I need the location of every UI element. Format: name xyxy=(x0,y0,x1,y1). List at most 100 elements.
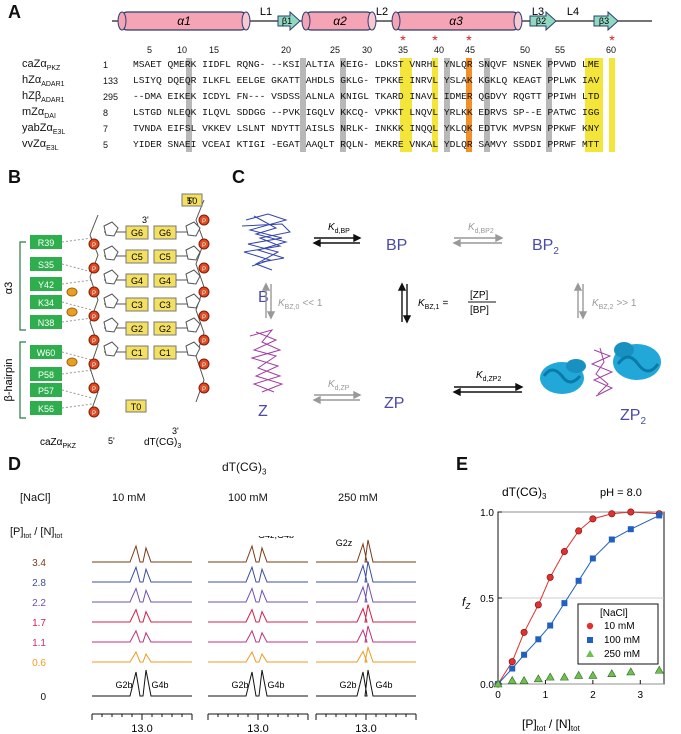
legend-label: 250 mM xyxy=(604,649,640,660)
legend-label: 10 mM xyxy=(604,621,635,632)
kbz0: K xyxy=(278,298,286,309)
alignment-row: yabZαE3L 7 TVNDA EIFSL VKKEV LSLNT NDYTT… xyxy=(22,122,681,138)
ruler-tick: 25 xyxy=(330,45,341,55)
y-axis-label-sub: Z xyxy=(464,602,471,611)
phosphate-label: P xyxy=(202,243,206,249)
base-label: G6 xyxy=(159,228,171,238)
peak-label: G2z xyxy=(336,538,353,548)
ss-l1: L1 xyxy=(260,6,272,18)
residue-label: P58 xyxy=(38,370,54,380)
star-icon: * xyxy=(432,32,438,48)
base-label: C3 xyxy=(131,300,143,310)
kd-zp2-sub: d,ZP2 xyxy=(483,376,502,383)
row-seq: MSAET QMERK IIDFL RQNG- --KSI ALTIA KEIG… xyxy=(133,59,600,70)
data-point xyxy=(547,622,554,629)
panel-letter-c: C xyxy=(232,167,245,187)
alignment-row: vvZαE3L 5 YIDER SNAEI VCEAI KTIGI -EGAT … xyxy=(22,138,681,154)
phosphate-label: P xyxy=(92,411,96,417)
kbz1-eq: = xyxy=(442,298,448,309)
phosphate-label: P xyxy=(92,267,96,273)
phosphate-icon xyxy=(198,334,210,346)
residue-label: K34 xyxy=(38,298,54,308)
panel-a-figure: α1 L1 β1 α2 L2 α3 L3 β2 L4 β3 * * * * xyxy=(112,6,652,152)
chart-ph: pH = 8.0 xyxy=(600,487,642,499)
ruler: 5 10 15 20 25 30 35 40 45 50 55 60 xyxy=(140,45,680,57)
base-label: C5 xyxy=(131,252,143,262)
nmr-trace xyxy=(316,645,416,663)
phosphate-label: P xyxy=(92,243,96,249)
state-bp2-sub: 2 xyxy=(553,246,559,257)
species-name: vvZα xyxy=(22,138,47,150)
nmr-trace xyxy=(208,586,308,603)
phosphate-icon xyxy=(88,286,100,298)
row-seq: LSTGD NLEQK ILQVL SDDGG --PVK IGQLV KKCQ… xyxy=(133,107,600,118)
data-point xyxy=(626,667,636,676)
phosphate-label: P xyxy=(202,219,206,225)
residue-box xyxy=(30,277,62,291)
phosphate-icon xyxy=(198,358,210,370)
data-point xyxy=(559,672,569,681)
five-prime: 5' xyxy=(187,196,194,206)
x-tick-label: 3 xyxy=(638,690,644,701)
nmr-trace xyxy=(92,565,192,583)
data-point xyxy=(608,536,615,543)
base-label: G4 xyxy=(159,276,171,286)
water-icon xyxy=(66,307,78,317)
protein-sub: PKZ xyxy=(62,443,76,450)
phosphate-label: P xyxy=(92,339,96,345)
species-name: hZα xyxy=(22,74,42,86)
ratio-label: 1.7 xyxy=(32,618,46,629)
panel-d: dT(CG)3 [NaCl] 10 mM 100 mM 250 mM [P]to… xyxy=(0,456,456,734)
base-label: T0 xyxy=(187,196,198,206)
kd-zp-sub: d,ZP xyxy=(335,385,350,392)
y-axis-label: f xyxy=(462,595,467,609)
row-seq: --DMA EIKEK ICDYL FN--- VSDSS ALNLA KNIG… xyxy=(133,91,600,102)
data-point xyxy=(656,512,663,519)
nmr-trace xyxy=(316,539,416,563)
species-name: hZβ xyxy=(22,90,42,102)
nmr-trace xyxy=(208,629,308,643)
data-point xyxy=(521,651,528,658)
row-start: 295 xyxy=(103,92,119,102)
data-point xyxy=(508,658,516,666)
species-sub: E3L xyxy=(52,129,66,137)
residue-label: K56 xyxy=(38,404,54,414)
phosphate-label: P xyxy=(92,387,96,393)
row-start: 7 xyxy=(103,124,109,134)
data-point xyxy=(627,526,634,533)
sugar-shape xyxy=(103,221,119,237)
x-tick-label: 13.0 xyxy=(131,723,152,734)
data-point xyxy=(588,670,598,679)
nmr-trace xyxy=(92,608,192,623)
svg-text:[P]tot / [N]tot: [P]tot / [N]tot xyxy=(522,717,581,733)
phosphate-label: P xyxy=(202,315,206,321)
five-prime: 5' xyxy=(108,436,115,446)
x-tick-label: 13.0 xyxy=(247,723,268,734)
sugar-shape xyxy=(103,245,119,261)
species-name: caZα xyxy=(22,58,47,70)
water-icon xyxy=(66,357,78,367)
kbz1-den: [BP] xyxy=(470,305,489,316)
kbz2: K xyxy=(592,298,600,309)
residue-box xyxy=(30,315,62,329)
legend-label: 100 mM xyxy=(604,635,640,646)
base-label: G2 xyxy=(131,324,143,334)
residue-box xyxy=(30,345,62,359)
data-point xyxy=(589,555,596,562)
row-start: 5 xyxy=(103,140,109,150)
nmr-trace xyxy=(208,650,308,663)
peak-label: G4z,G4b xyxy=(258,536,294,540)
ss-alpha1: α1 xyxy=(177,14,191,28)
state-bp2: BP xyxy=(532,237,553,254)
alignment-row: mZαDAI 8 LSTGD NLEQK ILQVL SDDGG --PVK I… xyxy=(22,106,681,122)
legend-marker xyxy=(586,650,594,657)
sugar-shape xyxy=(185,317,201,333)
data-point xyxy=(560,548,568,556)
data-point xyxy=(575,577,582,584)
residue-box xyxy=(30,257,62,271)
nmr-trace xyxy=(208,669,308,697)
data-point xyxy=(533,674,543,683)
data-point xyxy=(535,636,542,643)
peak-label: G2b xyxy=(115,680,132,690)
phosphate-label: P xyxy=(202,267,206,273)
